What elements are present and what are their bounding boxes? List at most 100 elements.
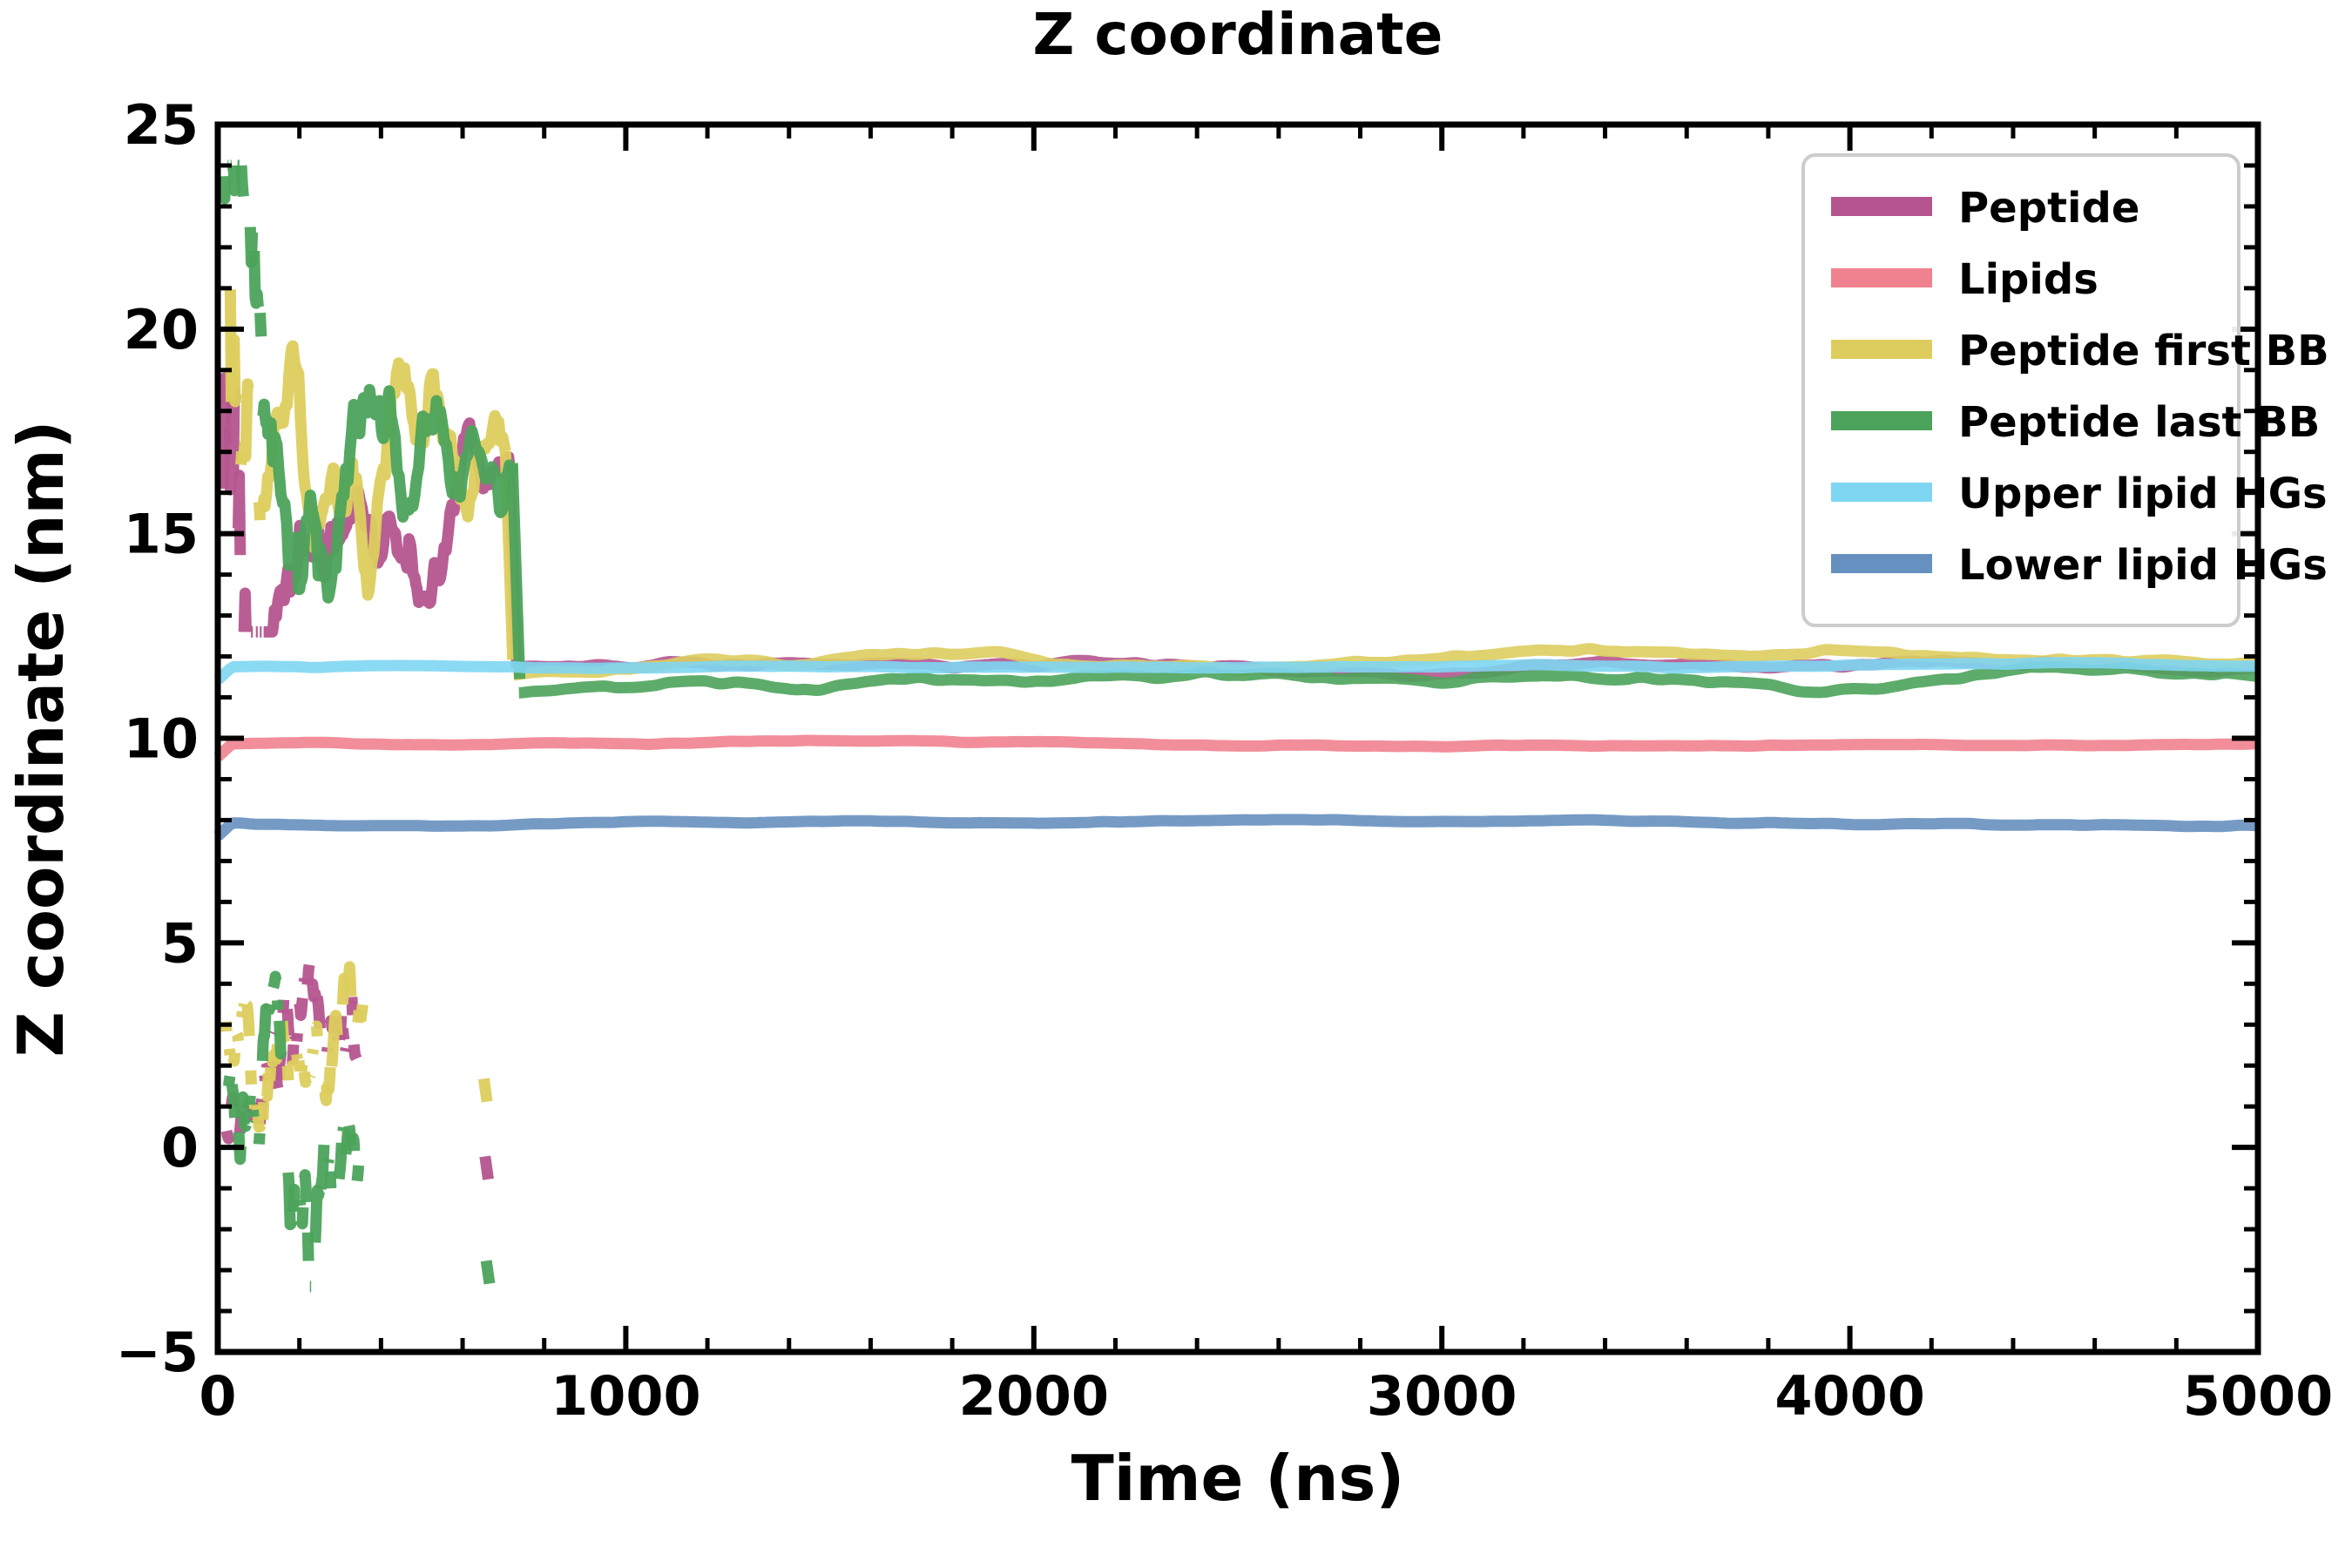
series-line-peptide_last_bb-wrapped-frag bbox=[287, 1184, 301, 1213]
series-line-peptide_last_bb-wrapped-frag bbox=[282, 1172, 298, 1231]
series-line-peptide-chaotic-frag bbox=[233, 470, 247, 556]
series-line-peptide_first_bb-wrapped-frag bbox=[295, 1064, 308, 1073]
series-line-peptide_last_bb-wrapped-frag bbox=[296, 1206, 309, 1230]
series-line-peptide_first_bb-wrapped-frag bbox=[355, 1004, 368, 1023]
series-line-peptide_first_bb-chaotic-frag bbox=[227, 334, 242, 408]
chart-legend[interactable]: Peptide Lipids Peptide first BB Peptide las… bbox=[1801, 153, 2329, 627]
series-line-peptide_last_bb-wrapped-frag bbox=[351, 1165, 365, 1182]
series-line-peptide_last_bb-transition bbox=[506, 463, 526, 679]
series-layer bbox=[213, 159, 2261, 1293]
series-line-peptide_last_bb-chaotic-frag bbox=[218, 176, 232, 205]
series-line-peptide_last_bb-wrapped-frag bbox=[242, 1117, 254, 1124]
series-line-peptide_first_bb-wrapped-frag bbox=[227, 1051, 241, 1067]
series-line-peptide_last_bb-wrapped-frag bbox=[244, 1095, 256, 1105]
series-line-peptide_first_bb-wrapped-frag bbox=[245, 1070, 257, 1085]
series-line-peptide-wrapped-frag bbox=[220, 1128, 235, 1145]
series-line-peptide_first_bb-wrapped-frag bbox=[260, 1072, 274, 1103]
series-line-peptide_last_bb-chaotic-frag bbox=[254, 312, 267, 337]
series-line-peptide_last_bb-wrapped-frag bbox=[322, 1158, 335, 1164]
y-tick-label: 20 bbox=[124, 298, 199, 362]
series-line-peptide_last_bb-chaotic bbox=[257, 383, 518, 604]
y-tick-label: 25 bbox=[124, 93, 199, 157]
series-line-peptide_last_bb-wrapped-frag bbox=[223, 1074, 236, 1087]
series-line-peptide_last_bb-wrapped-frag bbox=[236, 1091, 252, 1132]
series-line-peptide-wrapped-frag bbox=[291, 1032, 303, 1043]
series-line-peptide-wrapped-frag bbox=[348, 1044, 362, 1063]
legend-label-peptide_last_bb[interactable]: Peptide last BB bbox=[1958, 398, 2320, 447]
x-tick-label: 1000 bbox=[551, 1364, 701, 1428]
y-tick-label: 5 bbox=[161, 911, 199, 975]
legend-label-lower_lipid_hgs[interactable]: Lower lipid HGs bbox=[1958, 541, 2328, 590]
series-line-peptide_last_bb-wrapped-frag bbox=[256, 1003, 272, 1062]
y-tick-label: 0 bbox=[161, 1116, 199, 1179]
series-line-peptide_last_bb-wrapped-frag bbox=[299, 1169, 313, 1203]
series-line-peptide_last_bb-wrapped-frag bbox=[314, 1144, 330, 1190]
series-line-peptide-chaotic-frag bbox=[238, 587, 252, 632]
legend-label-peptide_first_bb[interactable]: Peptide first BB bbox=[1958, 327, 2329, 375]
series-line-peptide_first_bb-wrapped-frag bbox=[264, 1067, 277, 1081]
x-tick-label: 3000 bbox=[1367, 1364, 1517, 1428]
series-line-peptide-wrapped-frag bbox=[294, 997, 308, 1022]
x-tick-label: 4000 bbox=[1774, 1364, 1925, 1428]
legend-label-lipids[interactable]: Lipids bbox=[1958, 255, 2099, 304]
series-line-peptide_first_bb-wrapped-frag bbox=[232, 1030, 245, 1042]
series-line-peptide_first_bb-wrapped-frag bbox=[241, 999, 255, 1037]
series-line-peptide_last_bb-wrapped-frag bbox=[337, 1126, 349, 1133]
series-line-peptide_first_bb-wrapped-frag bbox=[322, 1066, 336, 1095]
y-axis-title: Z coordinate (nm) bbox=[4, 421, 78, 1058]
series-line-peptide_first_bb-wrapped-frag bbox=[291, 1053, 303, 1060]
y-tick-label: 15 bbox=[124, 503, 199, 566]
series-line-peptide_last_bb-wrapped-frag bbox=[226, 1084, 240, 1119]
series-line-lipids-steady bbox=[213, 734, 2260, 761]
series-line-peptide_last_bb-wrapped-frag bbox=[263, 1001, 276, 1016]
series-line-peptide_last_bb-wrapped-frag bbox=[274, 1020, 287, 1060]
series-line-peptide_first_bb-chaotic bbox=[257, 340, 511, 601]
series-line-upper_lipid_hgs-steady bbox=[213, 657, 2260, 685]
series-line-peptide_last_bb-wrapped-frag bbox=[324, 1171, 337, 1189]
series-line-lower_lipid_hgs-steady bbox=[213, 814, 2260, 841]
series-line-peptide_last_bb-chaotic-frag bbox=[248, 251, 264, 309]
series-line-peptide_last_bb-wrapped-frag bbox=[294, 1199, 307, 1206]
series-line-peptide_last_bb-chaotic-frag bbox=[227, 165, 241, 197]
series-line-peptide-wrapped-frag bbox=[340, 1047, 352, 1053]
series-line-peptide_last_bb-wrapped-frag bbox=[271, 999, 284, 1010]
series-line-peptide_first_bb-wrapped-frag bbox=[307, 1048, 319, 1055]
x-axis-title: Time (ns) bbox=[1071, 1442, 1405, 1515]
series-line-peptide_last_bb-wrapped-frag bbox=[267, 970, 282, 991]
legend-label-peptide[interactable]: Peptide bbox=[1958, 184, 2139, 233]
series-line-peptide_last_bb-wrapped-frag bbox=[346, 1132, 361, 1152]
series-line-peptide-wrapped-frag bbox=[307, 978, 321, 1003]
series-line-peptide_first_bb-wrapped-frag bbox=[342, 961, 357, 997]
series-line-peptide-wrapped-frag bbox=[301, 963, 315, 986]
series-marker-peptide_last_bb bbox=[480, 1260, 496, 1285]
series-line-peptide_first_bb-wrapped-frag bbox=[287, 1056, 300, 1068]
series-line-peptide_first_bb-wrapped-frag bbox=[298, 1071, 312, 1088]
series-line-peptide_first_bb-wrapped-frag bbox=[304, 1071, 316, 1079]
series-line-peptide-wrapped-frag bbox=[336, 1028, 350, 1041]
series-marker-peptide_first_bb bbox=[477, 1078, 493, 1103]
series-line-peptide_last_bb-wrapped-frag bbox=[253, 1132, 266, 1145]
axes-layer bbox=[214, 121, 2261, 1355]
x-tick-label: 2000 bbox=[959, 1364, 1110, 1428]
y-tick-label: 10 bbox=[124, 707, 199, 771]
series-line-peptide_last_bb-wrapped-frag bbox=[233, 1132, 247, 1166]
y-tick-label: −5 bbox=[116, 1321, 199, 1384]
legend-label-upper_lipid_hgs[interactable]: Upper lipid HGs bbox=[1958, 470, 2328, 518]
series-line-peptide-wrapped-frag bbox=[346, 997, 359, 1016]
series-line-peptide_last_bb-wrapped-frag bbox=[309, 1185, 325, 1243]
series-line-peptide_first_bb-chaotic-frag bbox=[238, 378, 254, 463]
series-line-peptide_first_bb-wrapped-frag bbox=[281, 1062, 294, 1081]
series-line-peptide_last_bb-steady bbox=[517, 661, 2261, 699]
series-line-peptide-wrapped-frag bbox=[267, 1030, 279, 1037]
series-marker-peptide bbox=[479, 1155, 494, 1180]
series-line-peptide_first_bb-wrapped-frag bbox=[326, 1010, 343, 1067]
x-tick-label: 5000 bbox=[2183, 1364, 2334, 1428]
series-line-peptide_first_bb-wrapped-frag bbox=[257, 1102, 270, 1120]
series-line-peptide_first_bb-wrapped-frag bbox=[311, 1020, 323, 1037]
chart-title: Z coordinate bbox=[1033, 1, 1443, 68]
x-tick-label: 0 bbox=[199, 1364, 236, 1428]
series-line-peptide_last_bb-chaotic-frag bbox=[235, 165, 249, 198]
